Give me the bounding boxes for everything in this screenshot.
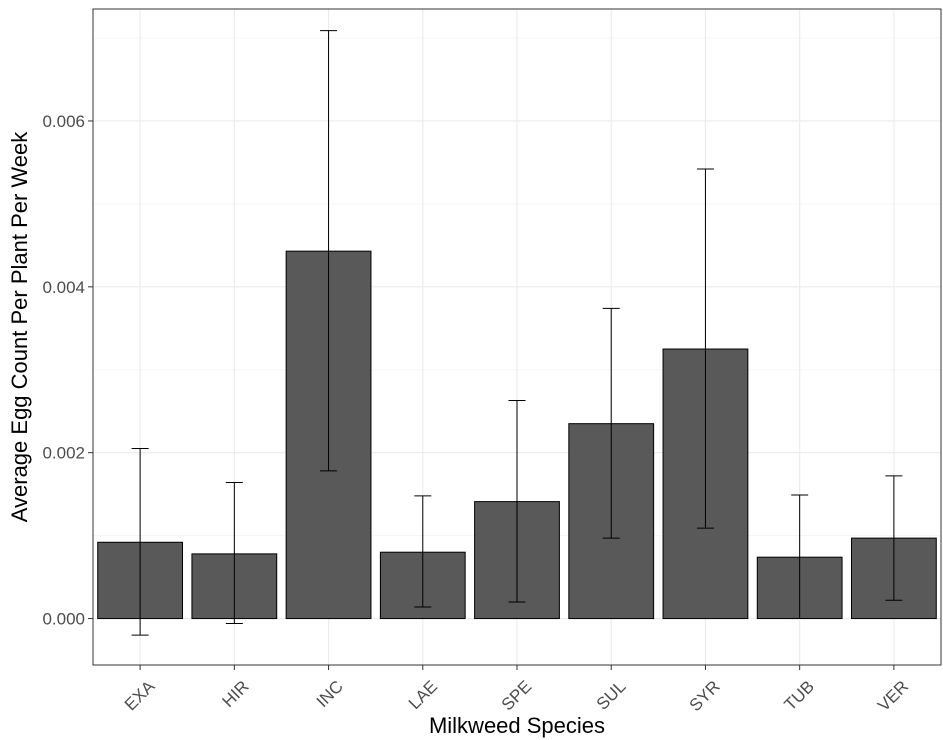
x-tick-label-syr: SYR [686,677,724,715]
error-bar-spe [508,399,526,603]
error-bar-syr [696,168,714,529]
x-tick-label-sul: SUL [593,677,630,714]
error-bars-group [131,30,903,636]
y-tick-label: 0.000 [42,610,85,629]
y-tick-label: 0.004 [42,278,85,297]
x-axis-title: Milkweed Species [429,713,605,738]
x-tick-label-tub: TUB [781,677,818,714]
x-tick-label-inc: INC [313,677,347,711]
y-tick-label: 0.002 [42,444,85,463]
error-bar-exa [131,448,149,636]
x-tick-label-spe: SPE [498,677,535,714]
x-tick-label-hir: HIR [219,677,253,711]
x-tick-label-exa: EXA [121,676,159,714]
x-tick-label-ver: VER [874,677,912,715]
error-bar-tub [791,494,809,620]
error-bar-lae [414,495,432,608]
error-bar-inc [320,30,338,472]
y-axis: 0.000 0.002 0.004 0.006 [42,112,93,629]
error-bar-sul [602,307,620,539]
error-bar-ver [885,475,903,601]
error-bar-hir [225,482,243,625]
x-axis: EXA HIR INC LAE SPE SUL SYR TUB VER [121,665,912,715]
y-axis-title: Average Egg Count Per Plant Per Week [7,131,32,523]
y-tick-label: 0.006 [42,112,85,131]
x-tick-label-lae: LAE [405,677,441,713]
